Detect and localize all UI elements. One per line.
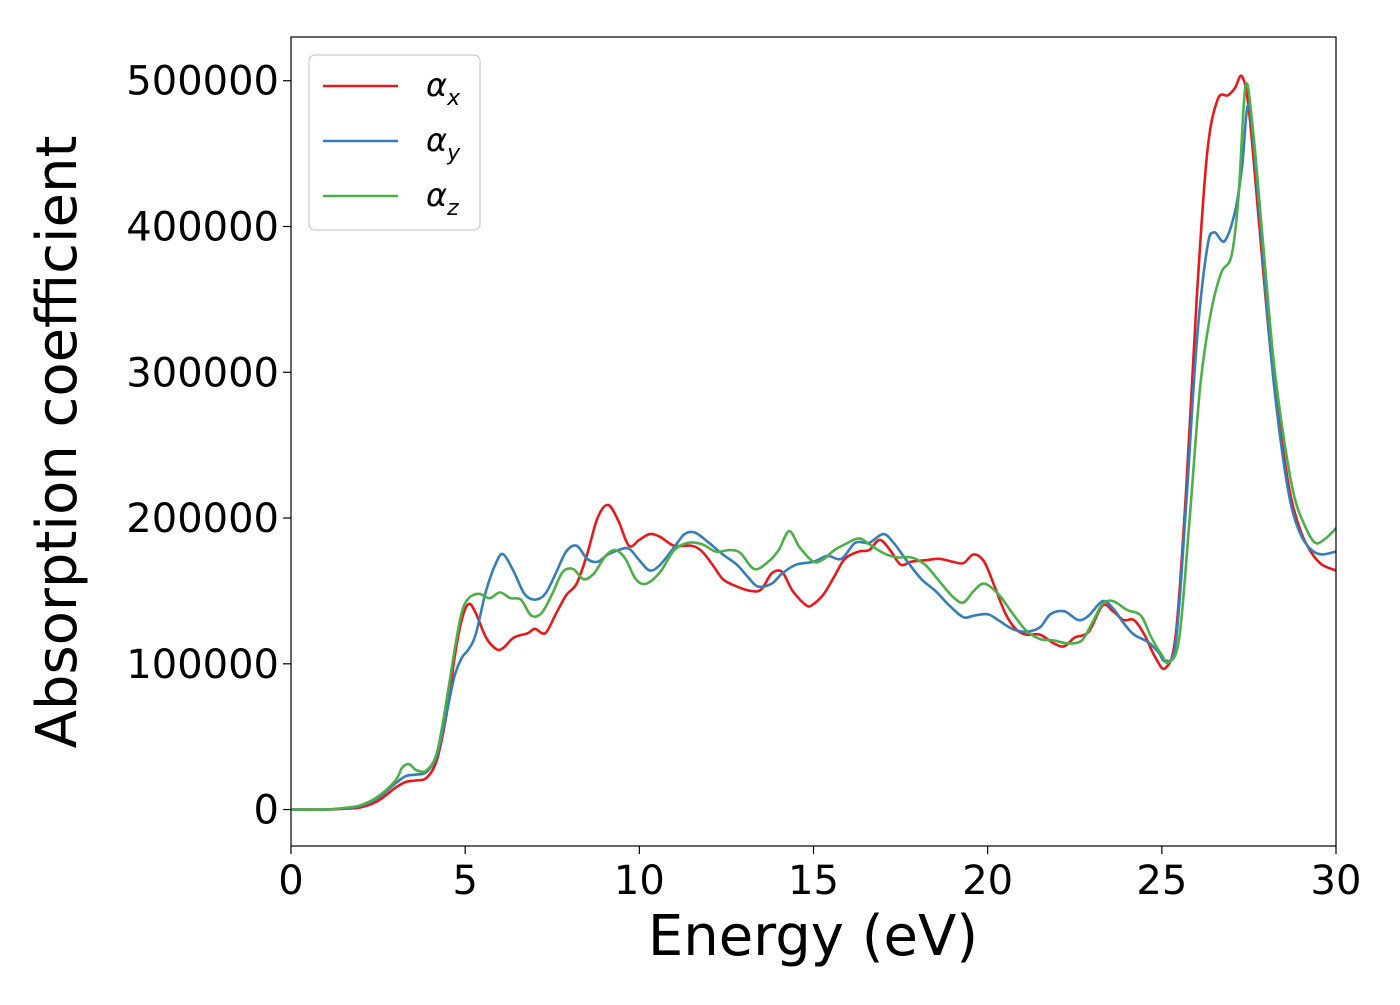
y-tick-label: 0 [254, 788, 279, 834]
x-axis-title: Energy (eV) [648, 904, 978, 969]
y-tick-label: 300000 [126, 350, 279, 396]
x-tick-label: 15 [788, 858, 839, 904]
x-tick-label: 30 [1311, 858, 1362, 904]
x-tick-label: 0 [278, 858, 303, 904]
axes: 0 5 10 15 20 25 30 0 100000 200000 300000 400000 500… [126, 36, 1362, 904]
legend-label-alpha-x: αx [426, 66, 461, 111]
y-tick-label: 400000 [126, 204, 279, 250]
y-axis-title: Absorption coefficient [25, 136, 90, 749]
series-line-alpha-x [291, 74, 1336, 811]
y-tick-label: 500000 [126, 59, 279, 105]
x-tick-label: 5 [452, 858, 477, 904]
legend-box [308, 54, 481, 231]
x-tick-label: 25 [1136, 858, 1187, 904]
curves [291, 74, 1336, 811]
series-line-alpha-z [291, 82, 1336, 811]
series-line-alpha-y [291, 103, 1336, 811]
x-tick-label: 10 [614, 858, 665, 904]
y-tick-label: 100000 [126, 642, 279, 688]
x-tick-label: 20 [962, 858, 1013, 904]
plot-area [291, 74, 1336, 811]
y-tick-label: 200000 [126, 496, 279, 542]
